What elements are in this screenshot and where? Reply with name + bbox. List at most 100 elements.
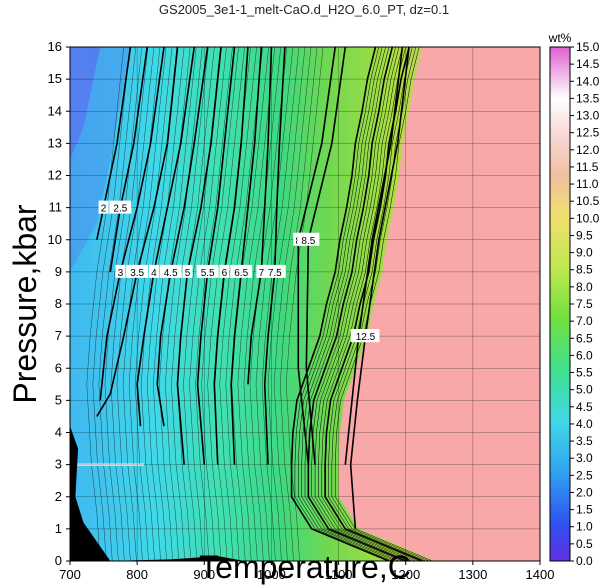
contour-label-8.5: 8.5 bbox=[301, 236, 315, 247]
colorbar-tick-label: 2.5 bbox=[576, 468, 593, 482]
colorbar-tick-label: 4.5 bbox=[576, 400, 593, 414]
y-tick-label: 13 bbox=[48, 135, 62, 150]
y-tick-label: 6 bbox=[55, 360, 62, 375]
colorbar-tick-label: 10.0 bbox=[576, 211, 600, 225]
colorbar-tick-label: 10.5 bbox=[576, 194, 600, 208]
contour-label-bg bbox=[297, 232, 320, 246]
contour-label-7.5: 7.5 bbox=[268, 268, 282, 279]
plot-area: 22.533.544.555.566.577.588.51212.5 bbox=[69, 46, 541, 562]
contour-label-12.5: 12.5 bbox=[356, 332, 376, 343]
y-tick-label: 16 bbox=[48, 39, 62, 54]
colorbar-tick-label: 5.5 bbox=[576, 366, 593, 380]
contour-label-bg bbox=[230, 264, 253, 278]
colorbar-tick-label: 8.5 bbox=[576, 263, 593, 277]
contour-label-2: 2 bbox=[101, 204, 107, 215]
contour-label-bg bbox=[182, 264, 193, 278]
y-tick-label: 5 bbox=[55, 392, 62, 407]
colorbar-ticks: 0.0 0.5 1.0 1.5 2.0 2.5 3.0 3.5 4.0 4.5 5.0 5.5 6.0 6… bbox=[570, 40, 600, 568]
colorbar-tick-label: 7.5 bbox=[576, 297, 593, 311]
colorbar-tick-label: 5.0 bbox=[576, 383, 593, 397]
colorbar-unit-label: wt% bbox=[548, 31, 572, 45]
y-tick-label: 14 bbox=[48, 103, 62, 118]
colorbar-tick-label: 1.0 bbox=[576, 520, 593, 534]
colorbar-tick-label: 0.0 bbox=[576, 554, 593, 568]
colorbar: 0.0 0.5 1.0 1.5 2.0 2.5 3.0 3.5 4.0 4.5 5.0 5.5 6.0 6… bbox=[548, 31, 600, 568]
contour-label-7: 7 bbox=[259, 268, 265, 279]
contour-label-bg bbox=[148, 264, 159, 278]
x-axis-label: Temperature,C bbox=[199, 549, 411, 585]
x-tick-label: 1300 bbox=[458, 567, 487, 582]
dense-contour-base bbox=[110, 556, 245, 561]
contour-labels: 22.533.544.555.566.577.588.51212.5 bbox=[98, 200, 380, 343]
contour-label-6.5: 6.5 bbox=[234, 268, 248, 279]
y-tick-label: 15 bbox=[48, 71, 62, 86]
y-tick-label: 9 bbox=[55, 264, 62, 279]
y-tick-label: 0 bbox=[55, 553, 62, 568]
x-axis-ticks: 700 800 900 1000 1100 1200 1300 1400 bbox=[59, 561, 554, 582]
chart-title: GS2005_3e1-1_melt-CaO.d_H2O_6.0_PT, dz=0… bbox=[158, 2, 450, 17]
lowest-value-patch bbox=[70, 47, 101, 160]
colorbar-tick-label: 1.5 bbox=[576, 503, 593, 517]
colorbar-tick-label: 3.5 bbox=[576, 434, 593, 448]
x-tick-label: 800 bbox=[126, 567, 148, 582]
contour-label-6: 6 bbox=[222, 268, 228, 279]
colorbar-tick-label: 12.0 bbox=[576, 143, 600, 157]
y-tick-label: 3 bbox=[55, 457, 62, 472]
y-tick-label: 12 bbox=[48, 168, 62, 183]
y-tick-label: 11 bbox=[49, 200, 63, 215]
contour-label-3.5: 3.5 bbox=[130, 268, 144, 279]
x-tick-label: 1100 bbox=[325, 567, 353, 582]
colorbar-tick-label: 8.0 bbox=[576, 280, 593, 294]
contour-label-2.5: 2.5 bbox=[113, 204, 127, 215]
colorbar-tick-label: 6.5 bbox=[576, 331, 593, 345]
colorbar-tick-label: 9.5 bbox=[576, 228, 593, 242]
colorbar-tick-label: 4.0 bbox=[576, 417, 593, 431]
y-tick-label: 7 bbox=[55, 328, 62, 343]
contour-label-bg bbox=[351, 329, 380, 343]
contour-label-bg bbox=[159, 264, 182, 278]
x-tick-label: 1200 bbox=[391, 567, 420, 582]
contour-label-bg bbox=[98, 200, 109, 214]
contour-label-4.5: 4.5 bbox=[164, 268, 178, 279]
contour-label-bg bbox=[256, 264, 267, 278]
contour-label-bg bbox=[196, 264, 219, 278]
colorbar-tick-label: 13.0 bbox=[576, 109, 600, 123]
y-tick-label: 8 bbox=[55, 296, 62, 311]
colorbar-tick-label: 6.0 bbox=[576, 348, 593, 362]
colorbar-fill bbox=[549, 46, 571, 562]
colorbar-tick-label: 14.5 bbox=[576, 57, 600, 71]
y-tick-label: 10 bbox=[48, 232, 62, 247]
contour-label-5.5: 5.5 bbox=[201, 268, 215, 279]
y-axis-label: Pressure,kbar bbox=[7, 204, 43, 404]
y-tick-label: 4 bbox=[55, 425, 62, 440]
colorbar-tick-label: 3.0 bbox=[576, 451, 593, 465]
dense-contour-region bbox=[70, 426, 111, 561]
colorbar-tick-label: 2.0 bbox=[576, 485, 593, 499]
colorbar-tick-label: 9.0 bbox=[576, 246, 593, 260]
contour-label-bg bbox=[263, 264, 286, 278]
low-value-corner bbox=[70, 47, 131, 272]
colorbar-tick-label: 15.0 bbox=[576, 40, 600, 54]
colorbar-tick-label: 12.5 bbox=[576, 126, 600, 140]
colorbar-tick-label: 14.0 bbox=[576, 74, 600, 88]
colorbar-tick-label: 13.5 bbox=[576, 91, 600, 105]
x-tick-label: 1000 bbox=[257, 567, 286, 582]
colorbar-tick-label: 7.0 bbox=[576, 314, 593, 328]
y-tick-label: 1 bbox=[55, 521, 62, 536]
contour-label-bg bbox=[115, 264, 126, 278]
colorbar-tick-label: 0.5 bbox=[576, 537, 593, 551]
contour-label-4: 4 bbox=[151, 268, 157, 279]
contour-label-3: 3 bbox=[118, 268, 124, 279]
colorbar-tick-label: 11.5 bbox=[576, 160, 599, 174]
contour-label-bg bbox=[126, 264, 149, 278]
colorbar-tick-label: 11.0 bbox=[576, 177, 599, 191]
x-tick-label: 1400 bbox=[526, 567, 555, 582]
x-tick-label: 700 bbox=[59, 567, 81, 582]
contour-label-bg bbox=[109, 200, 132, 214]
contour-label-5: 5 bbox=[185, 268, 191, 279]
contour-label-bg bbox=[219, 264, 230, 278]
x-tick-label: 900 bbox=[193, 567, 215, 582]
y-tick-label: 2 bbox=[55, 489, 62, 504]
